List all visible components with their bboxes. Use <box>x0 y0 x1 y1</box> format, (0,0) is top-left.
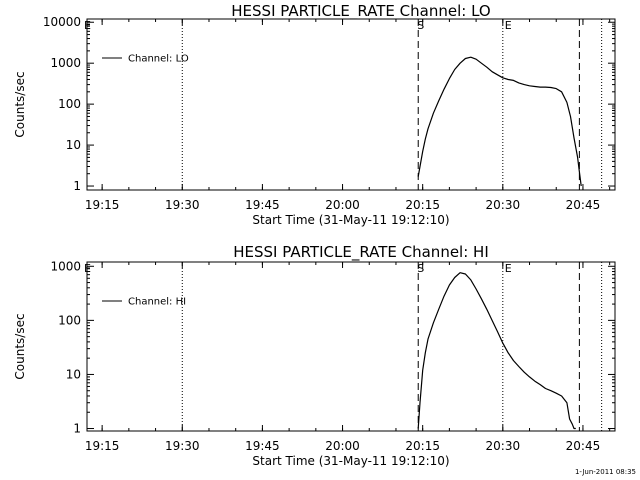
y-tick-label: 1 <box>73 179 81 193</box>
end-marker-label: E <box>505 262 512 275</box>
series-line-lo <box>417 56 582 187</box>
x-tick-label: 19:30 <box>165 439 200 453</box>
y-tick-label: 10 <box>66 138 81 152</box>
corner-marker-label: E <box>84 262 91 275</box>
plot-frame <box>86 18 616 191</box>
end-marker-label: E <box>505 19 512 32</box>
y-tick-label: 10 <box>66 367 81 381</box>
plot-title: HESSI PARTICLE_RATE Channel: HI <box>233 243 489 262</box>
x-tick-label: 20:45 <box>566 198 601 212</box>
x-tick-label: 19:30 <box>165 198 200 212</box>
x-tick-label: 19:45 <box>245 439 280 453</box>
x-tick-label: 19:45 <box>245 198 280 212</box>
y-tick-label: 100 <box>58 313 81 327</box>
y-tick-label: 1 <box>73 422 81 436</box>
start-marker-label: S <box>417 19 424 32</box>
x-tick-label: 19:15 <box>85 198 120 212</box>
x-tick-label: 20:15 <box>405 198 440 212</box>
y-axis-label: Counts/sec <box>13 313 27 379</box>
plot-frame <box>86 261 616 432</box>
plot-panel-2: HESSI PARTICLE_RATE Channel: HI 19:15 19:3… <box>13 243 616 468</box>
x-axis-label: Start Time (31-May-11 19:12:10) <box>252 213 449 227</box>
y-tick-label: 10000 <box>43 15 81 29</box>
plot-title: HESSI PARTICLE_RATE Channel: LO <box>231 2 490 21</box>
start-marker-label: S <box>417 262 424 275</box>
x-axis-label: Start Time (31-May-11 19:12:10) <box>252 454 449 468</box>
series-line-hi <box>417 272 576 430</box>
y-tick-label: 1000 <box>50 259 81 273</box>
legend-label: Channel: LO <box>128 54 189 65</box>
x-tick-label: 20:00 <box>325 198 360 212</box>
x-tick-label: 19:15 <box>85 439 120 453</box>
x-tick-label: 20:45 <box>566 439 601 453</box>
y-tick-label: 100 <box>58 97 81 111</box>
legend-label: Channel: HI <box>128 297 186 308</box>
x-tick-label: 20:15 <box>405 439 440 453</box>
x-tick-label: 20:00 <box>325 439 360 453</box>
y-axis-label: Counts/sec <box>13 71 27 137</box>
timestamp-footer: 1-Jun-2011 08:35 <box>575 468 636 476</box>
plot-panel-1: HESSI PARTICLE_RATE Channel: LO 19:15 19:3… <box>13 2 616 227</box>
corner-marker-label: E <box>84 19 91 32</box>
x-tick-label: 20:30 <box>486 439 521 453</box>
y-tick-label: 1000 <box>50 56 81 70</box>
x-tick-label: 20:30 <box>486 198 521 212</box>
